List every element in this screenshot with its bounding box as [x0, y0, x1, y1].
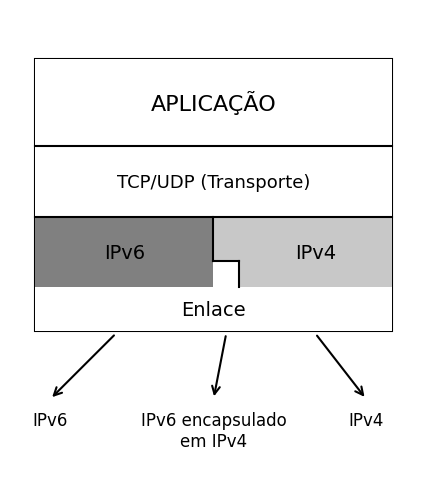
- Text: IPv6: IPv6: [32, 411, 68, 429]
- Bar: [213, 261, 239, 287]
- Bar: [213, 217, 391, 287]
- Text: TCP/UDP (Transporte): TCP/UDP (Transporte): [117, 173, 309, 191]
- Bar: [35, 287, 391, 331]
- Bar: [35, 217, 213, 287]
- Bar: [35, 60, 391, 147]
- Text: IPv4: IPv4: [294, 243, 335, 262]
- Text: Enlace: Enlace: [181, 300, 245, 319]
- Text: IPv4: IPv4: [348, 411, 383, 429]
- Bar: [35, 147, 391, 217]
- Bar: [35, 60, 391, 331]
- Text: IPv6: IPv6: [104, 243, 145, 262]
- Text: IPv6 encapsulado
em IPv4: IPv6 encapsulado em IPv4: [140, 411, 286, 450]
- Text: APLICAÇÃO: APLICAÇÃO: [150, 91, 276, 115]
